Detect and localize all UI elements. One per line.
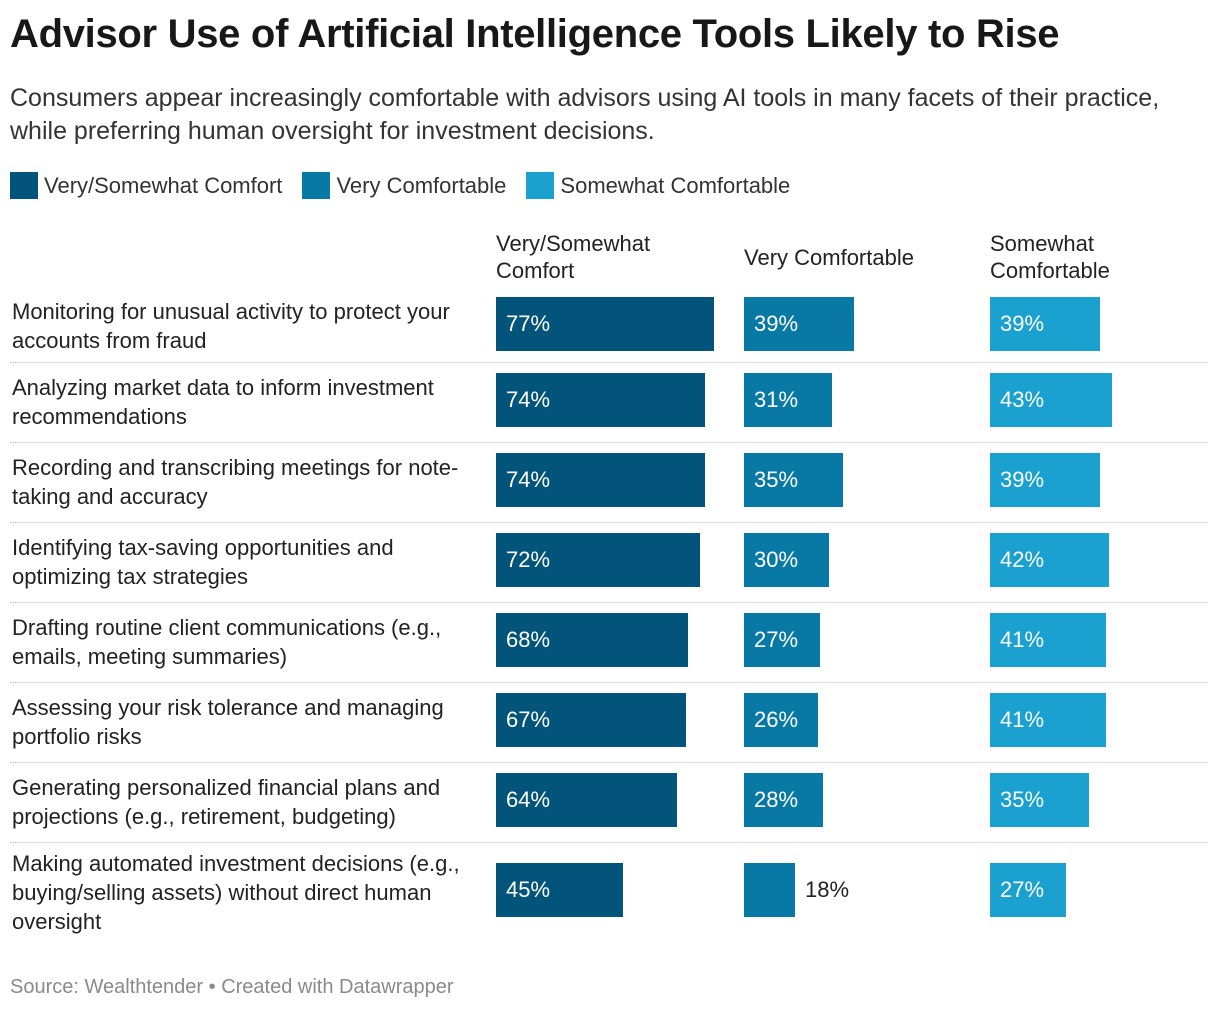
table-row: Recording and transcribing meetings for … — [10, 442, 1208, 523]
bar: 41% — [990, 613, 1106, 667]
data-label: 39% — [754, 311, 799, 336]
table-row: Monitoring for unusual activity to prote… — [10, 290, 1208, 363]
data-label: 39% — [1000, 467, 1045, 492]
data-label: 35% — [754, 467, 799, 492]
legend-label: Somewhat Comfortable — [560, 172, 791, 198]
category-label: Assessing your risk tolerance and managi… — [12, 695, 444, 749]
data-label: 67% — [506, 707, 551, 732]
legend: Very/Somewhat Comfort Very Comfortable S… — [10, 172, 810, 199]
category-label: Making automated investment decisions (e… — [12, 850, 460, 934]
data-label: 45% — [506, 877, 551, 902]
legend-item-very-somewhat: Very/Somewhat Comfort — [10, 172, 282, 199]
data-label: 72% — [506, 547, 551, 572]
bar: 35% — [990, 773, 1089, 827]
data-label: 27% — [1000, 877, 1045, 902]
data-label: 39% — [1000, 311, 1045, 336]
chart-subtitle: Consumers appear increasingly comfortabl… — [10, 84, 1160, 145]
bar: 74% — [496, 373, 705, 427]
chart-title: Advisor Use of Artificial Intelligence T… — [10, 12, 1060, 56]
data-label: 41% — [1000, 627, 1045, 652]
bar: 42% — [990, 533, 1109, 587]
bar: 74% — [496, 453, 705, 507]
data-label: 35% — [1000, 787, 1045, 812]
bar: 35% — [744, 453, 843, 507]
category-label: Identifying tax-saving opportunities and… — [12, 535, 394, 589]
column-header: Somewhat Comfortable — [990, 231, 1110, 283]
legend-item-somewhat: Somewhat Comfortable — [526, 172, 790, 199]
bar: 27% — [990, 863, 1066, 917]
data-label: 74% — [506, 387, 551, 412]
table-row: Making automated investment decisions (e… — [10, 842, 1208, 942]
data-label: 31% — [754, 387, 799, 412]
bar: 31% — [744, 373, 832, 427]
bar: 43% — [990, 373, 1112, 427]
data-label: 77% — [506, 311, 551, 336]
bar: 26% — [744, 693, 818, 747]
bar: 45% — [496, 863, 623, 917]
data-label: 68% — [506, 627, 551, 652]
data-label: 27% — [754, 627, 799, 652]
data-label: 30% — [754, 547, 799, 572]
data-label: 64% — [506, 787, 551, 812]
category-label: Analyzing market data to inform investme… — [12, 375, 434, 429]
table-row: Analyzing market data to inform investme… — [10, 362, 1208, 443]
bar: 28% — [744, 773, 823, 827]
data-label: 42% — [1000, 547, 1045, 572]
bar: 64% — [496, 773, 677, 827]
data-label: 74% — [506, 467, 551, 492]
bar: 39% — [990, 297, 1100, 351]
data-label: 18% — [805, 877, 850, 902]
legend-item-very: Very Comfortable — [302, 172, 506, 199]
bar: 27% — [744, 613, 820, 667]
legend-swatch — [526, 172, 555, 199]
source-note: Source: Wealthtender • Created with Data… — [10, 976, 454, 998]
bar: 67% — [496, 693, 686, 747]
bar: 39% — [744, 297, 854, 351]
table-row: Assessing your risk tolerance and managi… — [10, 682, 1208, 763]
legend-swatch — [10, 172, 38, 199]
legend-label: Very Comfortable — [336, 172, 507, 198]
bar: 18% — [744, 863, 849, 917]
legend-label: Very/Somewhat Comfort — [44, 172, 283, 198]
table-row: Drafting routine client communications (… — [10, 602, 1208, 683]
column-header: Very Comfortable — [744, 244, 914, 270]
column-header: Very/Somewhat Comfort — [496, 231, 651, 283]
category-label: Generating personalized financial plans … — [12, 775, 441, 829]
legend-swatch — [302, 172, 331, 199]
data-label: 28% — [754, 787, 799, 812]
category-label: Recording and transcribing meetings for … — [12, 455, 459, 509]
category-label: Drafting routine client communications (… — [12, 615, 442, 669]
data-label: 43% — [1000, 387, 1045, 412]
table-row: Generating personalized financial plans … — [10, 762, 1208, 843]
data-label: 26% — [754, 707, 799, 732]
bar: 39% — [990, 453, 1100, 507]
bar: 41% — [990, 693, 1106, 747]
bar: 68% — [496, 613, 688, 667]
category-label: Monitoring for unusual activity to prote… — [12, 299, 450, 353]
bar: 77% — [496, 297, 714, 351]
data-label: 41% — [1000, 707, 1045, 732]
table-row: Identifying tax-saving opportunities and… — [10, 522, 1208, 603]
bar: 30% — [744, 533, 829, 587]
bar: 72% — [496, 533, 700, 587]
